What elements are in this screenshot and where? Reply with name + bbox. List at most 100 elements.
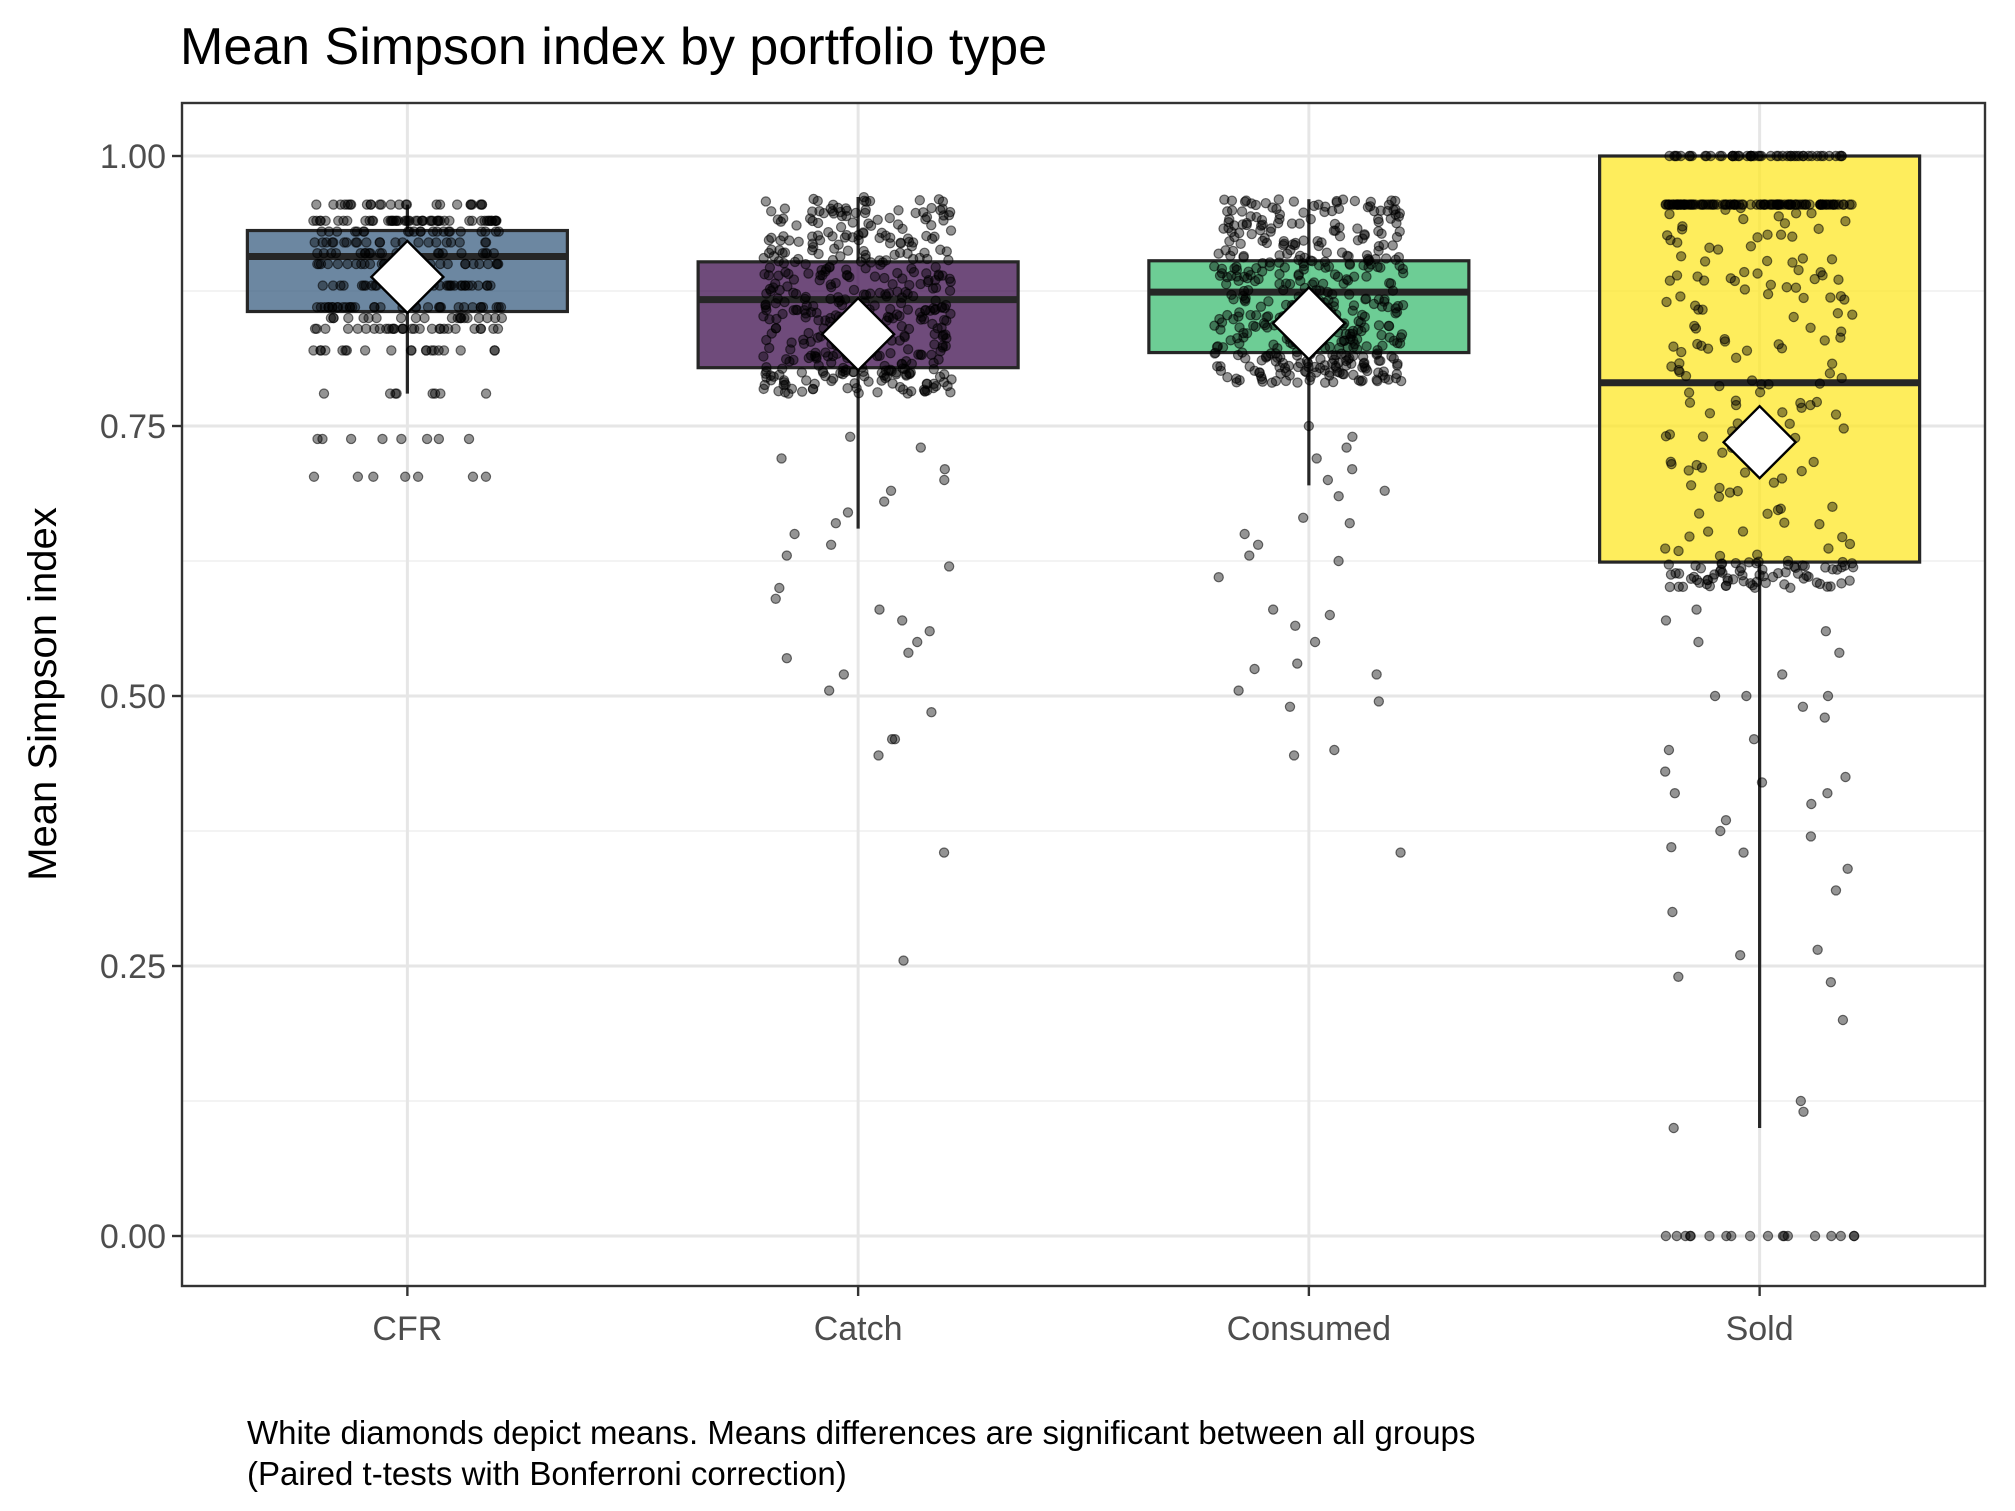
data-point-consumed [1265, 348, 1276, 359]
data-point-catch [775, 216, 787, 227]
data-point-sold [1756, 777, 1768, 788]
data-point-cfr [426, 345, 437, 356]
data-point-cfr [344, 302, 355, 313]
data-point-consumed [1360, 294, 1371, 305]
data-point-sold [1664, 429, 1676, 440]
data-point-catch [903, 647, 914, 659]
data-point-consumed [1340, 328, 1352, 340]
data-point-consumed [1257, 235, 1268, 247]
data-point-catch [897, 384, 909, 395]
data-point-sold [1673, 581, 1684, 592]
data-point-consumed [1303, 420, 1315, 432]
data-point-cfr [423, 237, 434, 248]
data-point-sold [1815, 150, 1827, 162]
data-point-cfr [424, 215, 436, 226]
data-point-cfr [364, 258, 376, 270]
data-point-sold [1798, 150, 1809, 162]
data-point-catch [812, 217, 824, 229]
data-point-cfr [311, 302, 323, 313]
data-point-cfr [467, 471, 479, 482]
data-point-sold [1754, 387, 1766, 398]
data-point-sold [1671, 150, 1683, 162]
data-point-catch [777, 363, 788, 374]
data-point-cfr [492, 258, 504, 270]
data-point-sold [1779, 579, 1790, 590]
data-point-catch [884, 212, 895, 224]
data-point-catch [850, 207, 862, 219]
data-point-consumed [1267, 604, 1279, 615]
data-point-catch [842, 507, 854, 518]
data-point-consumed [1338, 369, 1349, 380]
box-iqr [1598, 154, 1922, 564]
data-point-catch [884, 312, 895, 323]
data-point-sold [1823, 543, 1834, 554]
data-point-sold [1758, 199, 1769, 210]
data-point-sold [1714, 566, 1726, 577]
data-point-cfr [358, 280, 370, 291]
data-point-consumed [1313, 260, 1325, 271]
data-point-catch [865, 288, 876, 299]
data-point-cfr [317, 237, 328, 248]
data-point-cfr [352, 471, 364, 482]
data-point-consumed [1238, 290, 1249, 301]
data-point-catch [814, 206, 825, 217]
data-point-catch [938, 847, 950, 858]
data-point-catch [761, 334, 772, 346]
data-point-sold [1675, 291, 1686, 302]
data-point-consumed [1373, 696, 1385, 707]
data-point-cfr [318, 247, 329, 259]
data-point-catch [791, 220, 802, 231]
data-point-catch [907, 237, 919, 248]
data-point-cfr [443, 280, 455, 291]
data-point-sold [1776, 343, 1788, 354]
data-point-sold [1671, 270, 1683, 281]
data-point-consumed [1396, 329, 1408, 340]
data-point-sold [1762, 508, 1773, 520]
data-point-sold [1673, 568, 1685, 579]
data-point-sold [1838, 199, 1849, 210]
data-point-cfr [419, 312, 430, 324]
data-point-consumed [1333, 491, 1344, 502]
data-point-catch [892, 286, 903, 297]
data-point-catch [896, 359, 908, 370]
data-point-cfr [386, 345, 397, 356]
data-point-sold [1716, 150, 1727, 162]
data-point-consumed [1218, 223, 1229, 234]
data-point-consumed [1319, 377, 1331, 388]
data-point-catch [885, 347, 896, 359]
data-point-sold [1697, 431, 1709, 442]
data-point-sold [1832, 308, 1844, 319]
data-point-sold [1664, 150, 1675, 162]
data-point-sold [1830, 150, 1841, 162]
data-point-cfr [376, 199, 387, 210]
data-point-catch [793, 236, 804, 248]
data-point-consumed [1273, 194, 1284, 205]
data-point-sold [1798, 292, 1809, 304]
data-point-cfr [455, 345, 466, 356]
data-point-consumed [1249, 365, 1260, 377]
data-point-sold [1737, 526, 1749, 537]
data-point-consumed [1384, 277, 1395, 289]
data-point-sold [1714, 482, 1725, 494]
data-point-sold [1752, 268, 1763, 279]
data-point-cfr [466, 280, 478, 291]
data-point-catch [842, 245, 854, 256]
data-point-sold [1672, 199, 1683, 210]
data-point-sold [1739, 467, 1751, 478]
data-point-cfr [342, 199, 354, 210]
data-point-catch [780, 379, 791, 390]
data-point-sold [1826, 254, 1838, 265]
data-point-consumed [1334, 342, 1345, 354]
data-point-cfr [395, 312, 407, 324]
data-point-cfr [317, 280, 328, 291]
data-point-cfr [412, 471, 424, 482]
data-point-cfr [410, 312, 422, 324]
data-point-sold [1744, 1230, 1756, 1242]
data-point-catch [758, 252, 769, 264]
data-point-consumed [1311, 453, 1322, 464]
data-point-sold [1797, 253, 1809, 264]
data-point-consumed [1397, 263, 1408, 275]
data-point-cfr [421, 345, 432, 356]
data-point-consumed [1217, 342, 1229, 353]
